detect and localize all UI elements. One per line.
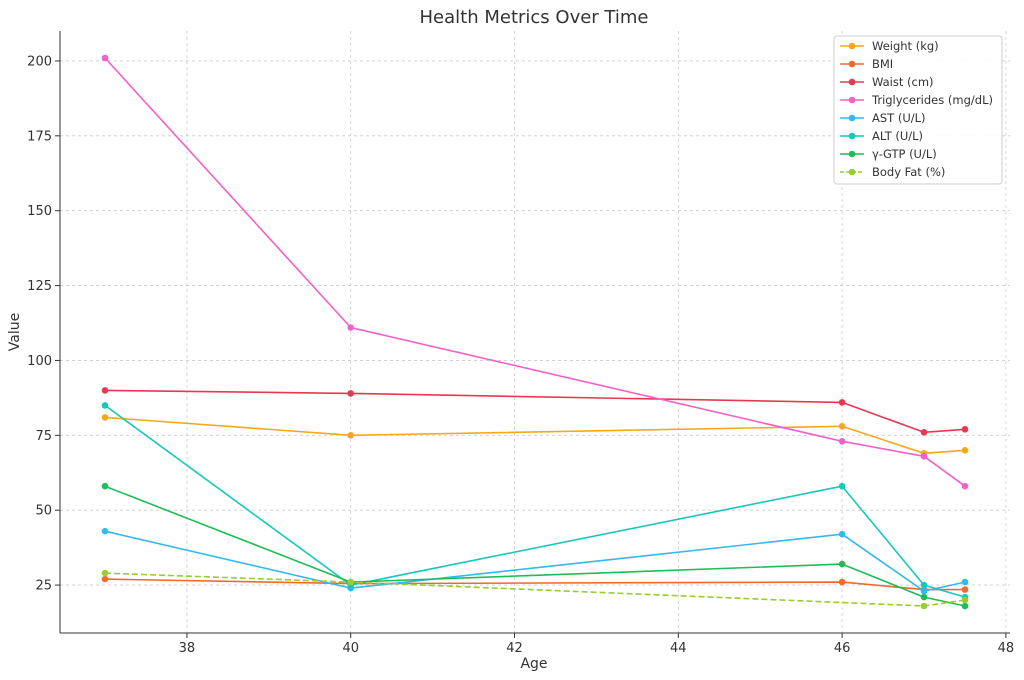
data-point — [961, 602, 969, 610]
y-tick-label: 50 — [35, 504, 52, 519]
legend-label: Weight (kg) — [872, 39, 939, 53]
x-tick-label: 46 — [834, 641, 851, 656]
legend-item: Triglycerides (mg/dL) — [840, 93, 993, 107]
x-tick-label: 48 — [998, 641, 1015, 656]
series-line — [104, 578, 965, 591]
data-point — [838, 530, 846, 538]
x-tick-label: 42 — [506, 641, 523, 656]
data-point — [838, 438, 846, 445]
legend-item: γ-GTP (U/L) — [840, 147, 937, 161]
legend: Weight (kg) BMI Waist (cm) Triglycerides (m… — [833, 35, 1003, 185]
data-point — [347, 578, 355, 586]
series-ast-u-l — [101, 527, 969, 595]
legend-label: ALT (U/L) — [872, 129, 923, 143]
series-gtp-u-l — [101, 482, 969, 610]
data-point — [101, 414, 109, 421]
y-axis-label: Value — [7, 313, 23, 351]
legend-item: BMI — [840, 57, 893, 71]
series-line — [104, 485, 966, 607]
legend-label: Body Fat (%) — [872, 165, 945, 179]
legend-swatch-marker — [848, 132, 856, 140]
y-tick-label: 175 — [27, 129, 52, 144]
legend-swatch-marker — [848, 78, 856, 86]
data-point — [838, 482, 846, 490]
series-line — [104, 572, 966, 607]
x-tick-label: 38 — [179, 641, 196, 656]
legend-item: Waist (cm) — [840, 75, 934, 89]
legend-swatch-marker — [848, 150, 856, 158]
data-point — [101, 527, 109, 535]
grid — [60, 31, 1010, 633]
data-point — [347, 390, 355, 397]
x-tick-label: 40 — [342, 641, 359, 656]
data-point — [920, 593, 928, 601]
axes: 38 40 42 44 46 48 25 50 75 100 125 150 175 200 — [27, 31, 1014, 656]
y-tick-label: 75 — [35, 429, 52, 444]
data-point — [101, 54, 109, 62]
data-point — [920, 602, 928, 610]
legend-item: AST (U/L) — [840, 111, 926, 125]
data-point — [920, 429, 928, 436]
data-point — [961, 447, 969, 454]
chart-title: Health Metrics Over Time — [420, 7, 649, 28]
data-point — [101, 482, 109, 490]
data-point — [347, 432, 355, 439]
data-point — [961, 482, 969, 490]
legend-item: Body Fat (%) — [840, 165, 945, 179]
data-point — [961, 596, 969, 604]
data-point — [961, 578, 969, 586]
legend-box — [833, 35, 1003, 185]
legend-label: AST (U/L) — [872, 111, 926, 125]
legend-item: Weight (kg) — [840, 39, 939, 53]
legend-label: Triglycerides (mg/dL) — [871, 93, 993, 107]
legend-swatch-marker — [848, 114, 856, 122]
data-point — [347, 324, 355, 331]
data-point — [101, 402, 109, 409]
data-point — [838, 578, 846, 586]
data-point — [101, 569, 109, 577]
data-point — [101, 575, 109, 583]
data-point — [838, 399, 846, 406]
legend-label: Waist (cm) — [872, 75, 934, 89]
legend-label: γ-GTP (U/L) — [872, 147, 937, 161]
data-point — [101, 387, 109, 394]
data-point — [920, 581, 928, 589]
y-tick-label: 100 — [27, 354, 52, 369]
y-tick-label: 150 — [27, 204, 52, 219]
legend-swatch-marker — [848, 168, 856, 176]
y-tick-label: 25 — [35, 579, 52, 594]
x-axis-label: Age — [520, 656, 547, 672]
series-body-fat — [101, 569, 969, 610]
series-layer — [101, 54, 969, 610]
legend-label: BMI — [872, 57, 893, 71]
series-triglycerides-mg-dl — [101, 54, 969, 490]
y-tick-label: 200 — [27, 54, 52, 69]
data-point — [961, 426, 969, 433]
data-point — [920, 587, 928, 595]
legend-item: ALT (U/L) — [840, 129, 923, 143]
legend-swatch-marker — [848, 42, 856, 50]
series-waist-cm — [101, 387, 969, 436]
data-point — [961, 586, 969, 593]
data-point — [838, 423, 846, 430]
data-point — [920, 453, 928, 460]
data-point — [838, 560, 846, 568]
legend-swatch-marker — [848, 60, 856, 68]
y-tick-label: 125 — [27, 279, 52, 294]
x-tick-label: 44 — [670, 641, 687, 656]
legend-swatch-marker — [848, 96, 856, 104]
